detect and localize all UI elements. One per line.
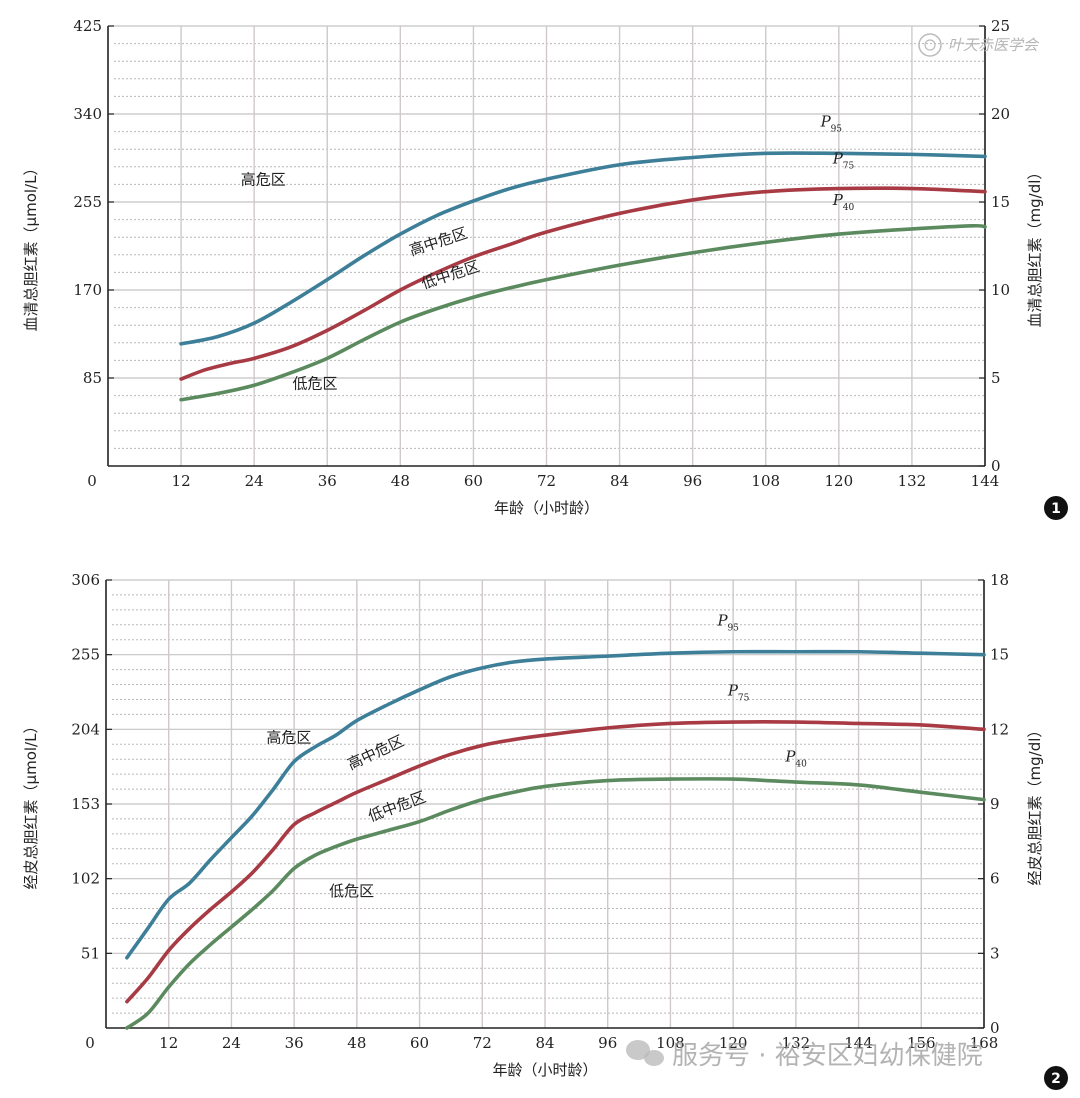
x-tick-label: 144 <box>844 1034 873 1052</box>
y-tick-label-right: 0 <box>991 457 1001 475</box>
y-axis-title-right: 血清总胆红素（mg/dl） <box>1026 165 1044 328</box>
y-tick-label-right: 9 <box>990 795 1000 813</box>
y-tick-label-right: 20 <box>991 105 1010 123</box>
x-tick-label: 132 <box>782 1034 811 1052</box>
y-tick-label-left: 51 <box>81 944 100 962</box>
watermark-top-text: 叶天赤医学会 <box>948 36 1040 54</box>
y-axis-title-left: 血清总胆红素（μmol/L） <box>22 161 40 332</box>
x-tick-label: 24 <box>245 472 264 490</box>
x-tick-label: 120 <box>825 472 854 490</box>
series-label-sub-p75: 75 <box>843 162 855 172</box>
x-tick-label: 168 <box>970 1034 999 1052</box>
y-tick-label-right: 10 <box>991 281 1010 299</box>
y-tick-label-left: 255 <box>73 193 102 211</box>
zone-label: 高中危区 <box>345 732 407 774</box>
y-tick-label-right: 15 <box>990 646 1009 664</box>
x-tick-label: 108 <box>751 472 780 490</box>
x-tick-label: 48 <box>391 472 410 490</box>
series-label-p75: P <box>832 150 844 168</box>
x-tick-label: 12 <box>159 1034 178 1052</box>
series-label-sub-p95: 95 <box>831 124 843 134</box>
zone-label: 高危区 <box>241 170 286 188</box>
y-tick-label-left: 306 <box>71 571 100 589</box>
y-tick-label-right: 5 <box>991 369 1001 387</box>
y-tick-label-right: 0 <box>990 1019 1000 1037</box>
y-tick-label-right: 18 <box>990 571 1009 589</box>
watermark-bottom-text: 服务号 · 裕安区妇幼保健院 <box>672 1041 983 1071</box>
y-tick-label-left: 170 <box>73 281 102 299</box>
series-line-p95 <box>179 151 987 346</box>
series-label-sub-p40: 40 <box>843 203 855 213</box>
y-axis-title-left: 经皮总胆红素（μmol/L） <box>22 719 40 890</box>
y-tick-label-left: 204 <box>71 720 100 738</box>
x-tick-label: 108 <box>656 1034 685 1052</box>
x-tick-label: 96 <box>683 472 702 490</box>
series-label-p95: P <box>716 611 728 629</box>
x-tick-label: 96 <box>598 1034 617 1052</box>
zone-label: 低危区 <box>329 882 374 900</box>
y-axis-title-right: 经皮总胆红素（mg/dl） <box>1026 723 1044 886</box>
y-tick-label-right: 6 <box>990 870 1000 888</box>
x-tick-label: 84 <box>535 1034 554 1052</box>
y-tick-label-left: 85 <box>83 369 102 387</box>
x-tick-label: 0 <box>85 1034 95 1052</box>
series-label-sub-p75: 75 <box>738 694 750 704</box>
series-line-p75 <box>179 186 987 381</box>
figure-badge <box>1044 496 1068 520</box>
x-axis-title: 年龄（小时龄） <box>492 1061 597 1079</box>
x-tick-label: 36 <box>285 1034 304 1052</box>
x-tick-label: 60 <box>410 1034 429 1052</box>
series-line-p40 <box>125 777 986 1030</box>
y-tick-label-right: 3 <box>990 944 1000 962</box>
series-label-p95: P <box>820 112 832 130</box>
zone-label: 低中危区 <box>366 788 429 825</box>
series-label-p40: P <box>784 748 796 766</box>
zone-label: 低中危区 <box>419 257 482 293</box>
zone-label: 低危区 <box>293 374 338 392</box>
watermark-wechat: 服务号 · 裕安区妇幼保健院 <box>626 1040 983 1071</box>
x-tick-label: 156 <box>907 1034 936 1052</box>
series-label-sub-p95: 95 <box>727 623 739 633</box>
x-tick-label: 0 <box>87 472 97 490</box>
x-tick-label: 24 <box>222 1034 241 1052</box>
y-tick-label-right: 12 <box>990 720 1009 738</box>
zone-label: 高中危区 <box>407 224 470 260</box>
series-line-p75 <box>125 720 986 1004</box>
series-label-sub-p40: 40 <box>795 760 807 770</box>
series-label-p40: P <box>832 191 844 209</box>
figure-badge <box>1044 1066 1068 1090</box>
y-tick-label-left: 340 <box>73 105 102 123</box>
y-tick-label-left: 425 <box>73 17 102 35</box>
y-tick-label-right: 15 <box>991 193 1010 211</box>
x-tick-label: 72 <box>473 1034 492 1052</box>
x-tick-label: 120 <box>719 1034 748 1052</box>
x-tick-label: 48 <box>347 1034 366 1052</box>
x-tick-label: 12 <box>172 472 191 490</box>
x-tick-label: 60 <box>464 472 483 490</box>
y-tick-label-left: 255 <box>71 646 100 664</box>
y-tick-label-left: 102 <box>71 870 100 888</box>
series-label-p75: P <box>727 682 739 700</box>
series-line-p40 <box>179 223 987 402</box>
x-tick-label: 36 <box>318 472 337 490</box>
x-tick-label: 72 <box>537 472 556 490</box>
y-tick-label-right: 25 <box>991 17 1010 35</box>
figure-badge-number: 2 <box>1051 1071 1061 1087</box>
x-tick-label: 132 <box>898 472 927 490</box>
zone-label: 高危区 <box>266 729 311 747</box>
y-tick-label-left: 153 <box>71 795 100 813</box>
chart-serum-bilirubin: 85 170 255 340 425 0 5 10 15 20 25 0 12 24 36 48 60 72 84 9… <box>22 17 1068 520</box>
x-axis-title: 年龄（小时龄） <box>494 499 599 517</box>
series-line-p95 <box>125 649 986 960</box>
watermark-logo: 叶天赤医学会 <box>918 33 1040 57</box>
figure-badge-number: 1 <box>1051 501 1061 517</box>
x-tick-label: 84 <box>610 472 629 490</box>
x-tick-label: 144 <box>971 472 1000 490</box>
